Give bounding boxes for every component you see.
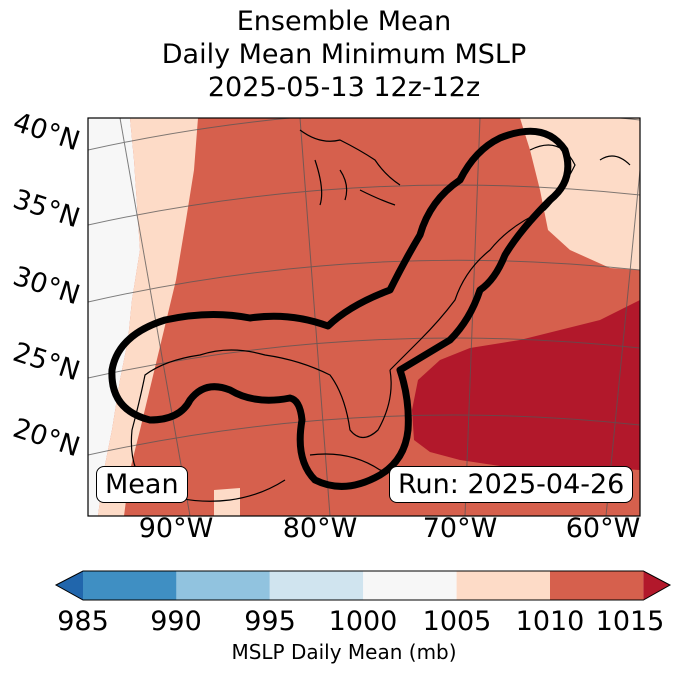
colorbar-tick-995: 995 — [244, 606, 296, 637]
gridline-70w — [464, 118, 481, 516]
gridline-40n — [88, 118, 640, 151]
map-title-line-1: Ensemble Mean — [236, 6, 452, 37]
colorbar-bin-990-995 — [176, 571, 270, 600]
coast-great-lakes — [299, 129, 401, 186]
run-date-label-box: Run: 2025-04-26 — [389, 466, 634, 503]
lon-label-60w: 60°W — [565, 513, 641, 544]
field-1005-1010-west — [98, 118, 198, 516]
colorbar — [54, 570, 672, 601]
gridline-20n — [88, 414, 640, 456]
coast-maritimes — [599, 155, 631, 166]
field-1005-1010-south — [214, 488, 240, 516]
coast-lakes-detail — [314, 159, 396, 206]
colorbar-bin-985-990 — [83, 571, 177, 600]
colorbar-tick-985: 985 — [57, 606, 109, 637]
map-title-line-2: Daily Mean Minimum MSLP — [161, 39, 527, 70]
map-title-line-3: 2025-05-13 12z-12z — [207, 72, 481, 103]
coast-atlantic — [389, 144, 576, 371]
colorbar-bin-995-1000 — [269, 571, 364, 600]
colorbar-bin-1000-1005 — [363, 571, 457, 600]
mslp-field — [88, 118, 640, 516]
gridline-90w — [119, 118, 191, 516]
ensemble-mean-contour — [108, 127, 572, 490]
gridline-60w — [605, 169, 640, 516]
lon-label-80w: 80°W — [282, 513, 358, 544]
colorbar-under-arrow — [56, 571, 83, 600]
lon-label-90w: 90°W — [138, 513, 214, 544]
gridline-25n — [88, 337, 640, 379]
colorbar-outline — [54, 570, 672, 601]
gridline-30n — [88, 259, 640, 303]
colorbar-tick-1005: 1005 — [422, 606, 492, 637]
colorbar-over-arrow — [643, 571, 670, 600]
map-frame — [87, 117, 641, 517]
colorbar-bin-1005-1010 — [456, 571, 550, 600]
field-1000-1005-west — [88, 118, 140, 516]
colorbar-label: MSLP Daily Mean (mb) — [231, 640, 457, 664]
mean-label-box: Mean — [96, 466, 188, 503]
graticule — [88, 118, 640, 516]
lon-label-70w: 70°W — [422, 513, 498, 544]
colorbar-tick-1015: 1015 — [595, 606, 665, 637]
colorbar-tick-1000: 1000 — [328, 606, 398, 637]
colorbar-tick-990: 990 — [150, 606, 202, 637]
colorbar-tick-1010: 1010 — [515, 606, 585, 637]
gridline-80w — [299, 118, 331, 516]
colorbar-bin-1010-1015 — [550, 571, 644, 600]
